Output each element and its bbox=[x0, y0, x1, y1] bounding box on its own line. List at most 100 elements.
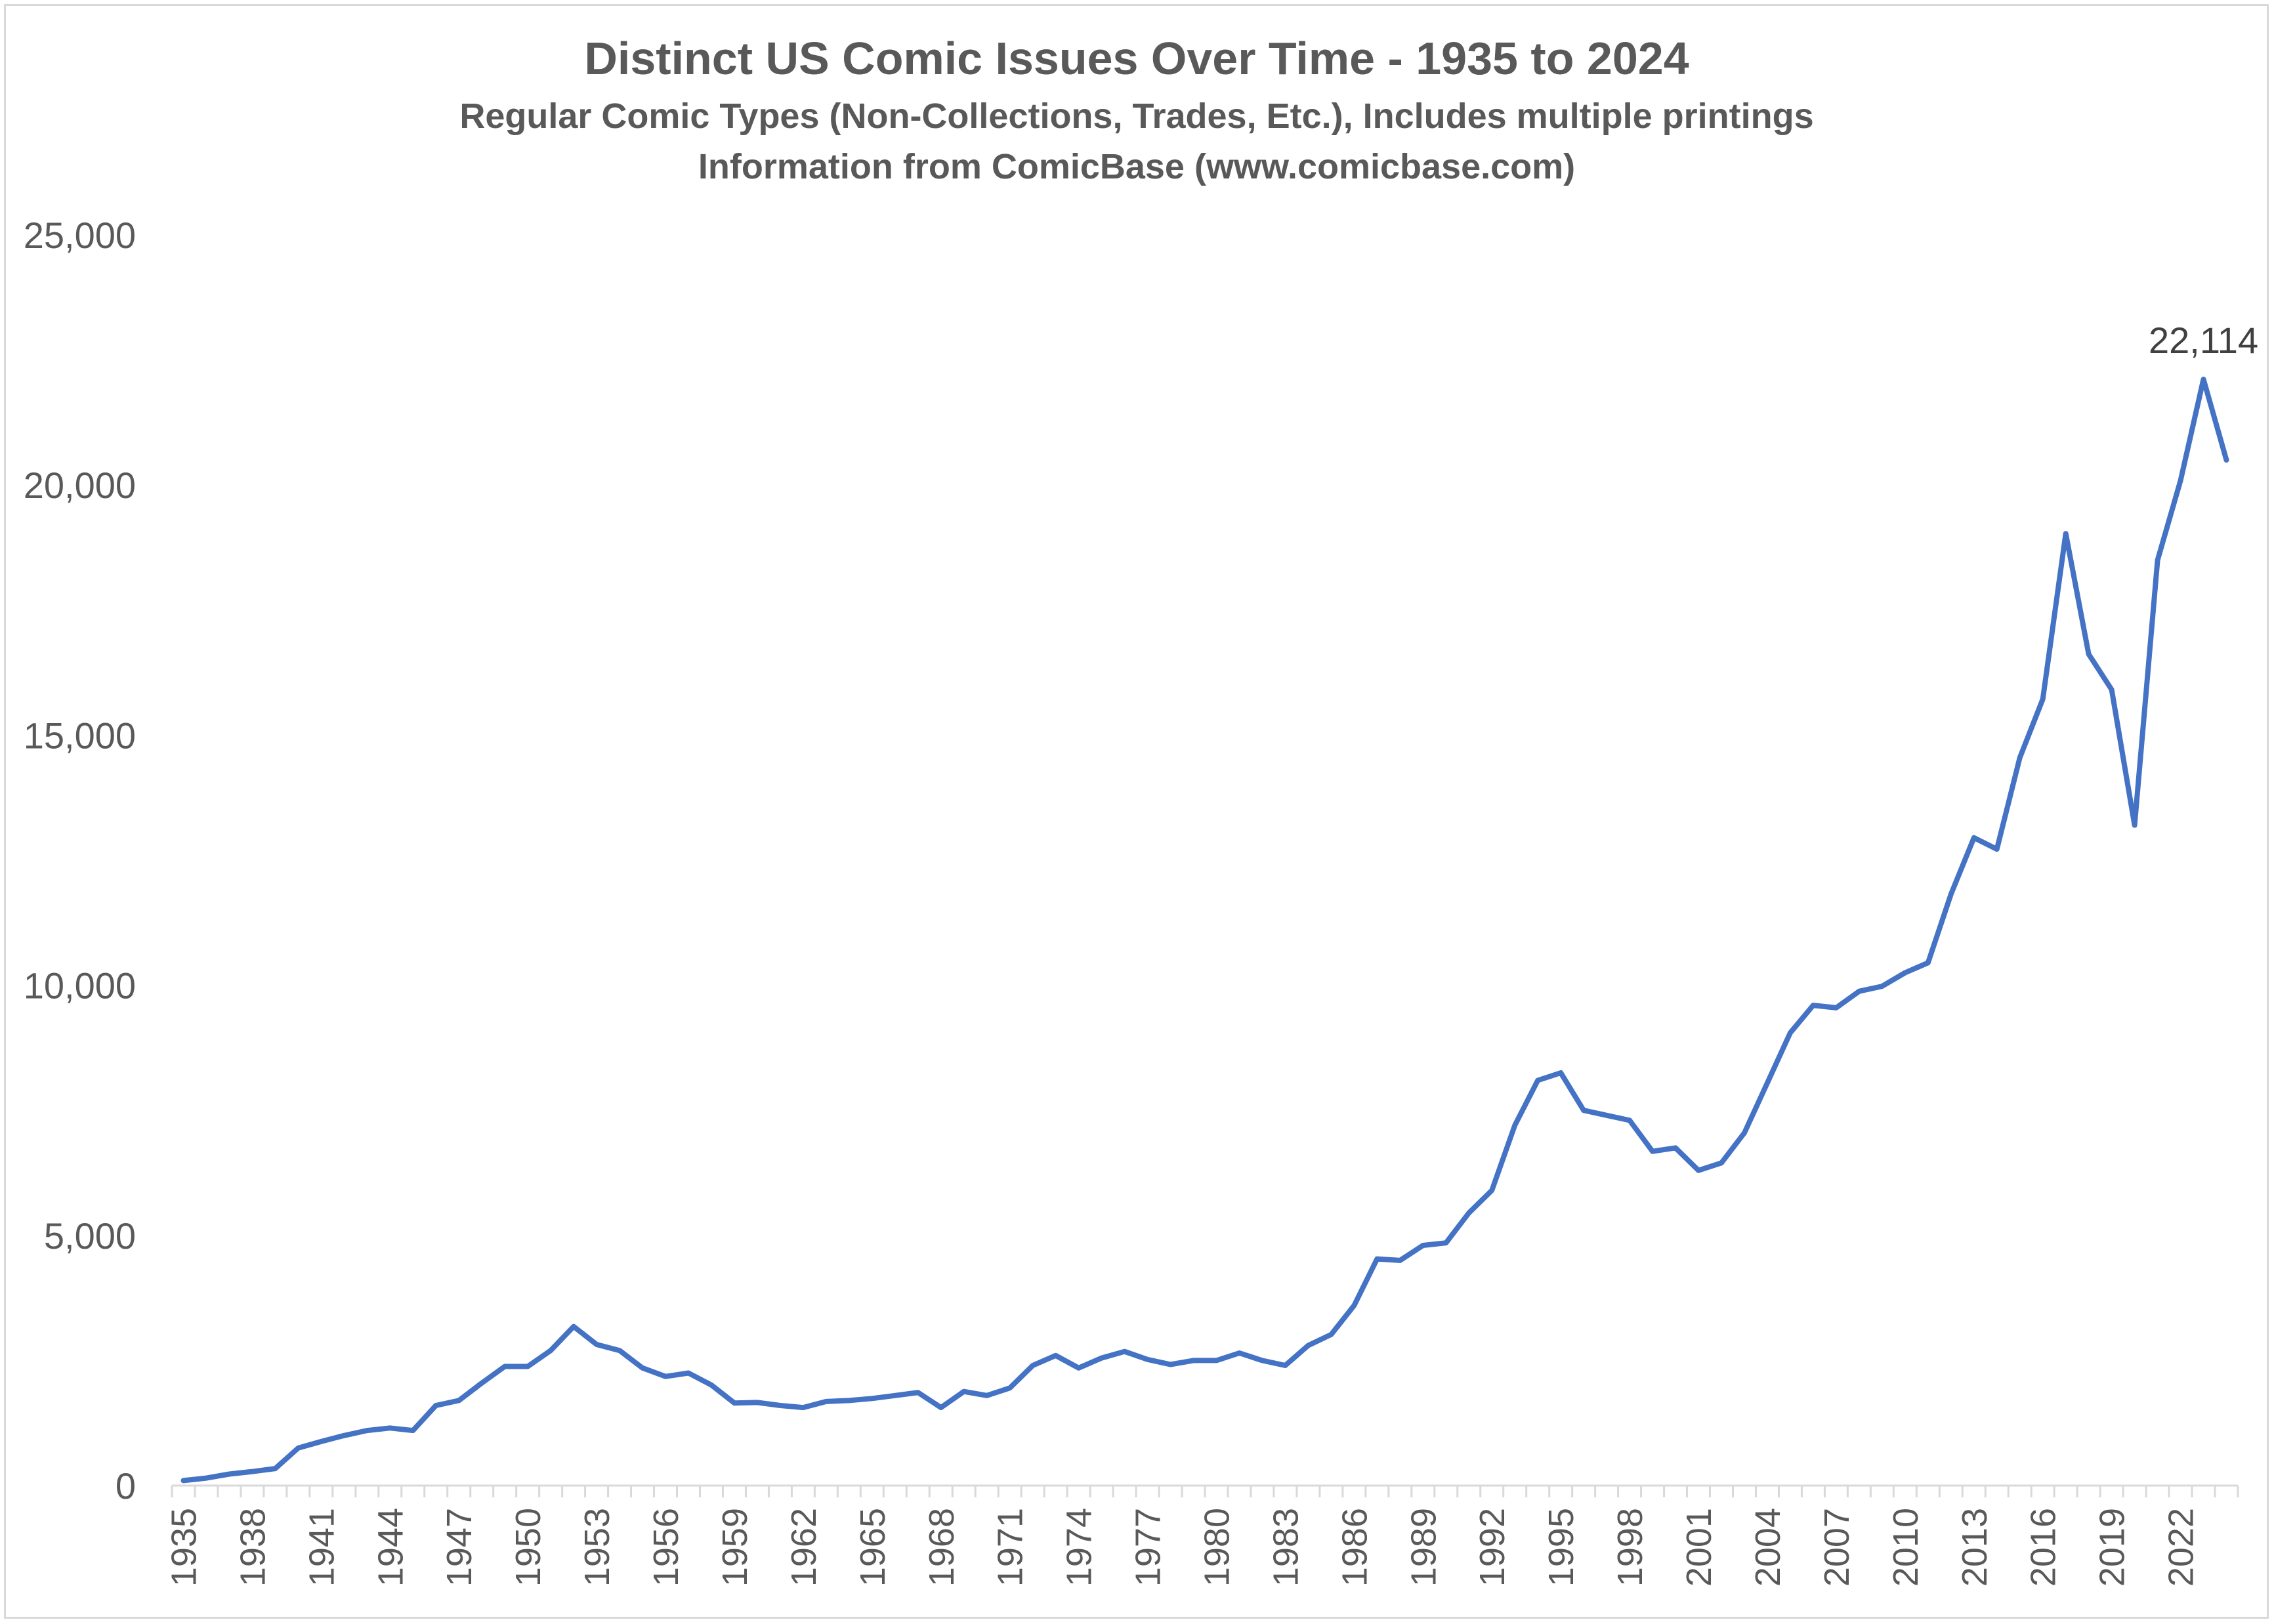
x-axis: 1935 1938 1941 1944 1947 1950 1953 1956 1959 1962… bbox=[164, 1484, 2239, 1587]
data-point bbox=[1925, 959, 1931, 966]
data-point bbox=[1994, 846, 2000, 852]
y-tick-label: 10,000 bbox=[24, 965, 136, 1007]
x-tick-label: 2022 bbox=[2162, 1508, 2201, 1587]
x-tick-label: 1953 bbox=[578, 1508, 617, 1587]
data-point bbox=[708, 1382, 715, 1388]
data-point bbox=[1328, 1331, 1334, 1338]
y-tick-label: 15,000 bbox=[24, 715, 136, 756]
x-tick-label: 1992 bbox=[1473, 1508, 1512, 1587]
x-tick-label: 1998 bbox=[1611, 1508, 1650, 1587]
data-point bbox=[1305, 1343, 1311, 1349]
x-tick-label: 1950 bbox=[509, 1508, 548, 1587]
data-point bbox=[1948, 891, 1954, 898]
data-point bbox=[1971, 835, 1977, 841]
x-tick-label: 1947 bbox=[440, 1508, 479, 1587]
x-tick-label: 1956 bbox=[646, 1508, 686, 1587]
data-point bbox=[455, 1397, 462, 1404]
x-tick-label: 1974 bbox=[1060, 1508, 1099, 1587]
data-point bbox=[823, 1398, 830, 1405]
data-point bbox=[1420, 1242, 1426, 1249]
data-point bbox=[272, 1465, 278, 1472]
data-point bbox=[2132, 822, 2138, 829]
chart-frame bbox=[4, 4, 2269, 1619]
data-label: 22,114 bbox=[2149, 320, 2258, 361]
data-point bbox=[1902, 970, 1908, 976]
data-point bbox=[1580, 1107, 1587, 1114]
x-tick-label: 2013 bbox=[1955, 1508, 1994, 1587]
data-point bbox=[1076, 1365, 1082, 1371]
data-point bbox=[1603, 1112, 1610, 1119]
x-tick-label: 1941 bbox=[302, 1508, 341, 1587]
data-point bbox=[180, 1477, 186, 1484]
data-point bbox=[341, 1432, 347, 1439]
data-point bbox=[1488, 1187, 1495, 1194]
data-point bbox=[869, 1395, 875, 1402]
series-line bbox=[180, 377, 2229, 1484]
x-tick-label: 1977 bbox=[1129, 1508, 1168, 1587]
data-point bbox=[2178, 477, 2184, 484]
data-point bbox=[203, 1475, 209, 1482]
data-point bbox=[639, 1365, 646, 1371]
data-point bbox=[478, 1380, 485, 1386]
data-point bbox=[249, 1468, 255, 1475]
data-point bbox=[1695, 1167, 1702, 1174]
chart-subtitle-1: Regular Comic Types (Non-Collections, Tr… bbox=[459, 96, 1813, 136]
y-tick-label: 20,000 bbox=[24, 465, 136, 506]
data-point bbox=[1787, 1030, 1794, 1036]
x-tick-label: 1986 bbox=[1335, 1508, 1374, 1587]
data-point bbox=[593, 1341, 600, 1348]
data-point bbox=[1511, 1122, 1518, 1129]
data-point bbox=[1856, 988, 1863, 995]
x-tick-label: 1962 bbox=[784, 1508, 824, 1587]
x-tick-label: 2007 bbox=[1817, 1508, 1857, 1587]
x-tick-label: 2016 bbox=[2024, 1508, 2063, 1587]
data-point bbox=[892, 1392, 898, 1399]
data-point bbox=[961, 1388, 967, 1395]
x-tick-label: 1968 bbox=[922, 1508, 961, 1587]
data-point bbox=[2155, 557, 2161, 564]
y-axis: 0 5,000 10,000 15,000 20,000 25,000 bbox=[24, 215, 136, 1507]
data-point bbox=[432, 1402, 439, 1409]
x-tick-label: 1995 bbox=[1542, 1508, 1581, 1587]
chart-subtitle-2: Information from ComicBase (www.comicbas… bbox=[698, 147, 1575, 186]
y-tick-label: 0 bbox=[116, 1465, 136, 1507]
x-tick-label: 1935 bbox=[164, 1508, 203, 1587]
data-point bbox=[1672, 1144, 1679, 1151]
data-point bbox=[616, 1347, 623, 1354]
data-point bbox=[2109, 686, 2115, 693]
data-point bbox=[570, 1323, 577, 1330]
x-tick-label: 1971 bbox=[991, 1508, 1030, 1587]
data-point bbox=[1741, 1130, 1748, 1136]
data-point bbox=[1534, 1077, 1541, 1083]
plot-area: 22,114 bbox=[180, 320, 2258, 1484]
data-point bbox=[524, 1364, 531, 1370]
data-point bbox=[1442, 1239, 1449, 1246]
data-point bbox=[731, 1400, 738, 1406]
data-point bbox=[2223, 457, 2230, 463]
data-point bbox=[1626, 1117, 1633, 1123]
data-point bbox=[1213, 1357, 1219, 1364]
data-point bbox=[2017, 755, 2023, 761]
data-point bbox=[318, 1438, 324, 1445]
data-point bbox=[1879, 983, 1885, 989]
y-tick-label: 25,000 bbox=[24, 215, 136, 256]
data-point bbox=[915, 1389, 921, 1396]
data-point bbox=[1145, 1356, 1151, 1363]
y-tick-label: 5,000 bbox=[44, 1215, 136, 1257]
x-tick-label: 1980 bbox=[1197, 1508, 1236, 1587]
data-point bbox=[984, 1392, 990, 1399]
data-point bbox=[295, 1445, 301, 1451]
data-point bbox=[547, 1347, 554, 1354]
x-tick-label: 1989 bbox=[1404, 1508, 1443, 1587]
data-point bbox=[1810, 1002, 1817, 1009]
data-point bbox=[1465, 1209, 1472, 1216]
x-tick-label: 2019 bbox=[2093, 1508, 2132, 1587]
data-point bbox=[1374, 1256, 1380, 1262]
data-point bbox=[1259, 1357, 1265, 1364]
data-point bbox=[2040, 696, 2046, 703]
x-tick-label: 2010 bbox=[1886, 1508, 1926, 1587]
data-point bbox=[410, 1427, 416, 1434]
x-tick-label: 1965 bbox=[853, 1508, 893, 1587]
x-tick-label: 1944 bbox=[371, 1508, 410, 1587]
